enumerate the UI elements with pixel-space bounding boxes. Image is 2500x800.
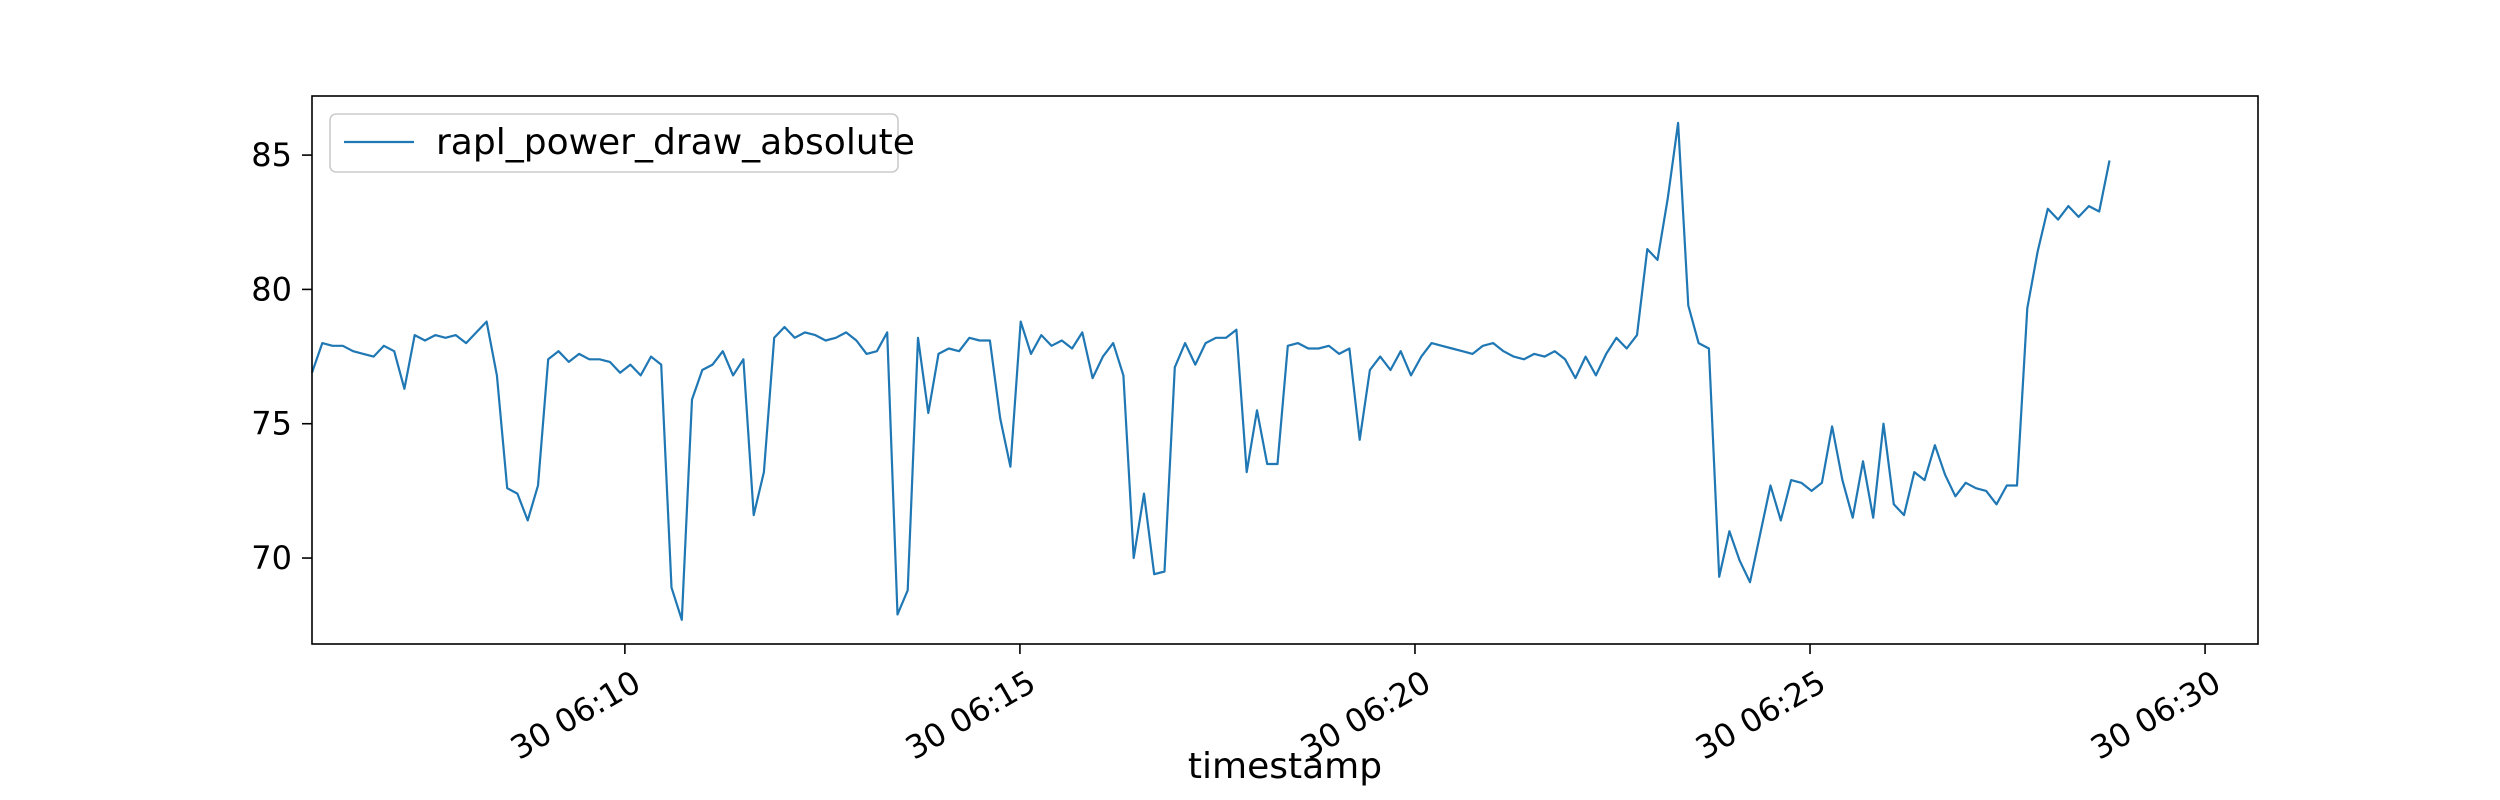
x-tick-label: 30 06:15 [899, 663, 1042, 767]
y-axis: 70 75 80 85 [251, 136, 312, 577]
legend-label: rapl_power_draw_absolute [436, 122, 915, 163]
y-tick-label: 70 [251, 539, 292, 577]
y-tick-label: 75 [251, 405, 292, 443]
y-tick-label: 85 [251, 136, 292, 174]
series-line-0 [310, 121, 2111, 621]
x-tick-label: 30 06:30 [2084, 663, 2227, 767]
series-layer [310, 121, 2111, 621]
x-tick-label: 30 06:10 [504, 663, 647, 767]
y-tick-label: 80 [251, 270, 292, 308]
x-tick-label: 30 06:25 [1689, 663, 1832, 767]
legend: rapl_power_draw_absolute [329, 113, 915, 173]
legend-box [329, 113, 899, 173]
plot-frame [311, 95, 2259, 645]
x-axis-title: timestamp [1188, 746, 1382, 787]
